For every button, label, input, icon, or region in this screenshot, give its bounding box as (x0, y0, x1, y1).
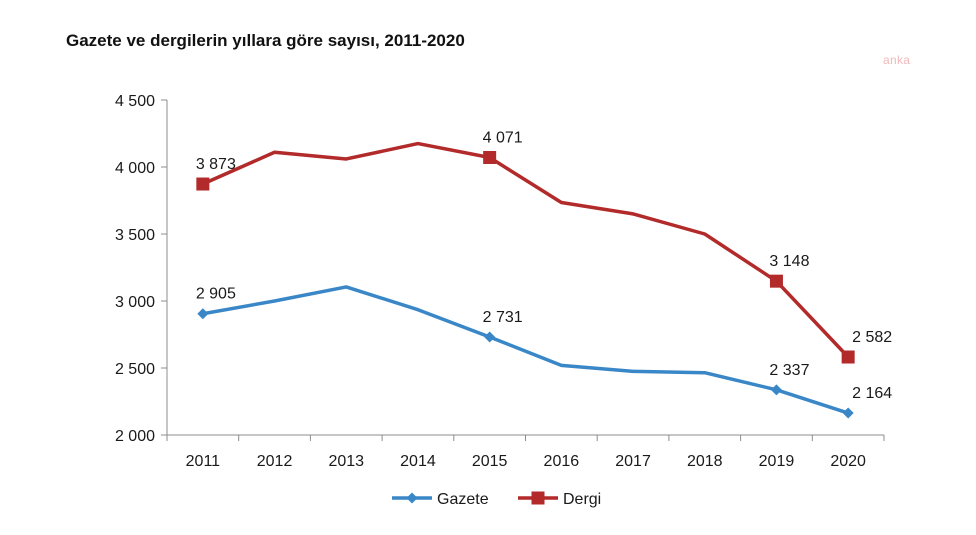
dergi-data-label: 3 873 (196, 156, 236, 173)
gazete-point (842, 407, 854, 419)
x-tick-label: 2013 (328, 453, 364, 470)
gazete-data-label: 2 164 (852, 385, 892, 402)
axes: 2 000 2 500 3 000 3 500 4 000 4 500 2011 2012 20… (115, 93, 885, 470)
gazete-point (484, 331, 496, 343)
x-tick-label: 2014 (400, 453, 436, 470)
y-tick-label: 3 500 (115, 227, 155, 244)
dergi-data-label: 3 148 (769, 253, 809, 270)
y-tick-label: 2 000 (115, 428, 155, 445)
legend-label-dergi: Dergi (563, 491, 601, 508)
dergi-point (841, 350, 855, 364)
x-tick-label: 2011 (186, 453, 221, 470)
x-tick-label: 2019 (759, 453, 795, 470)
legend-marker-gazete (406, 492, 418, 504)
dergi-point (196, 177, 210, 191)
y-tick-label: 2 500 (115, 361, 155, 378)
gazete-data-label: 2 731 (483, 309, 523, 326)
gazete-point (770, 384, 782, 396)
data-labels: 2 905 2 731 2 337 2 164 3 873 4 071 3 148 2 582 (196, 129, 892, 402)
legend: Gazete Dergi (392, 491, 601, 508)
dergi-data-label: 4 071 (483, 129, 523, 146)
gazete-line (202, 285, 849, 415)
x-tick-label: 2020 (830, 453, 866, 470)
chart-title: Gazete ve dergilerin yıllara göre sayısı… (66, 31, 465, 50)
gazete-data-label: 2 905 (196, 286, 236, 303)
series-group (196, 141, 855, 419)
gazete-point (197, 308, 209, 320)
legend-marker-dergi (531, 491, 545, 505)
y-tick-label: 3 000 (115, 294, 155, 311)
x-tick-label: 2017 (615, 453, 651, 470)
y-tick-label: 4 500 (115, 93, 155, 110)
x-tick-label: 2018 (687, 453, 723, 470)
dergi-line (202, 141, 850, 359)
watermark-logo: anka (883, 53, 911, 67)
dergi-point (769, 274, 783, 288)
dergi-point (483, 150, 497, 164)
legend-label-gazete: Gazete (437, 491, 489, 508)
y-tick-label: 4 000 (115, 160, 155, 177)
x-tick-label: 2012 (257, 453, 293, 470)
gazete-data-label: 2 337 (769, 362, 809, 379)
x-tick-label: 2015 (472, 453, 508, 470)
dergi-data-label: 2 582 (852, 329, 892, 346)
x-tick-label: 2016 (544, 453, 580, 470)
